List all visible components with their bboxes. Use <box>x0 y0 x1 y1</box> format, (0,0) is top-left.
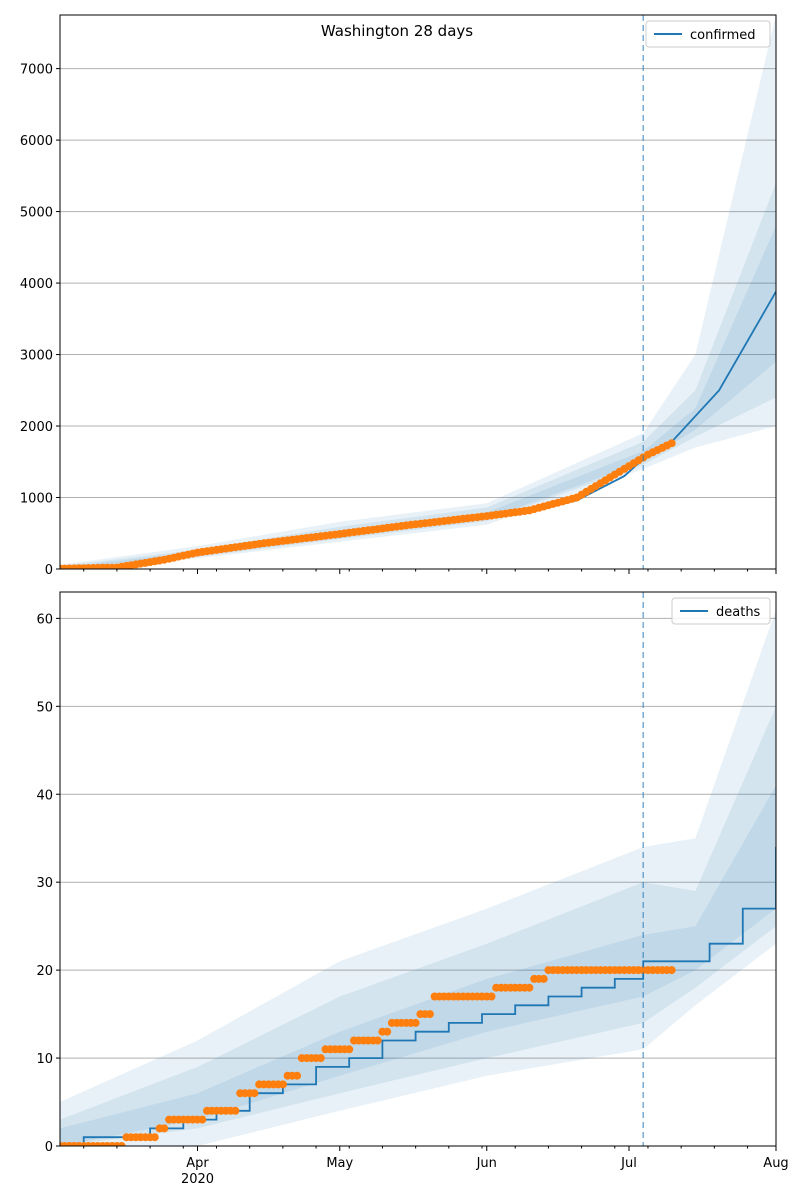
y-tick-label: 0 <box>45 563 53 578</box>
y-tick-label: 50 <box>36 700 53 715</box>
observed-point <box>160 1124 169 1133</box>
observed-point <box>373 1036 382 1045</box>
y-tick-label: 10 <box>36 1052 53 1067</box>
y-tick-label: 0 <box>45 1140 53 1155</box>
observed-point <box>250 1089 259 1098</box>
observed-point <box>487 992 496 1001</box>
uncertainty-band <box>60 609 776 1146</box>
observed-point <box>198 1115 207 1124</box>
observed-point <box>278 1080 287 1089</box>
y-tick-label: 2000 <box>20 420 53 435</box>
y-tick-label: 3000 <box>20 349 53 364</box>
y-tick-label: 20 <box>36 964 53 979</box>
x-tick-label: Aug <box>763 1156 788 1171</box>
observed-point <box>117 1142 126 1146</box>
observed-point <box>411 1018 420 1027</box>
legend-label: deaths <box>716 605 761 620</box>
y-tick-label: 40 <box>36 788 53 803</box>
observed-point <box>539 974 548 983</box>
uncertainty-band <box>60 785 776 1146</box>
uncertainty-band <box>60 706 776 1146</box>
plot-area <box>60 609 776 1146</box>
y-tick-label: 5000 <box>20 206 53 221</box>
plot-frame <box>59 591 777 1147</box>
observed-point <box>525 983 534 992</box>
y-tick-label: 30 <box>36 876 53 891</box>
y-tick-label: 1000 <box>20 492 53 507</box>
observed-point <box>425 1010 434 1019</box>
figure-title: Washington 28 days <box>321 22 473 40</box>
y-tick-label: 4000 <box>20 277 53 292</box>
x-tick-label: May <box>326 1156 353 1171</box>
x-tick-label: Apr <box>186 1156 209 1171</box>
observed-point <box>667 966 676 975</box>
y-tick-label: 60 <box>36 612 53 627</box>
legend-label: confirmed <box>690 28 756 43</box>
observed-point <box>345 1045 354 1054</box>
uncertainty-band <box>60 183 776 569</box>
x-tick-label: Jul <box>620 1156 637 1171</box>
legend-box <box>671 597 771 625</box>
observed-point <box>293 1071 302 1080</box>
observed-point <box>316 1054 325 1063</box>
legend-box <box>645 20 771 48</box>
confirmed-panel: 0 1000 2000 3000 4000 5000 6000 7000 confirmed <box>20 14 777 578</box>
x-tick-label: Jun <box>476 1156 497 1171</box>
observed-point <box>383 1027 392 1036</box>
plot-area <box>60 15 776 569</box>
plot-frame <box>59 14 777 570</box>
observed-point <box>150 1133 159 1142</box>
observed-point <box>667 439 676 448</box>
x-year-label: 2020 <box>181 1172 214 1187</box>
y-tick-label: 7000 <box>20 63 53 78</box>
observed-point <box>231 1106 240 1115</box>
y-tick-label: 6000 <box>20 134 53 149</box>
